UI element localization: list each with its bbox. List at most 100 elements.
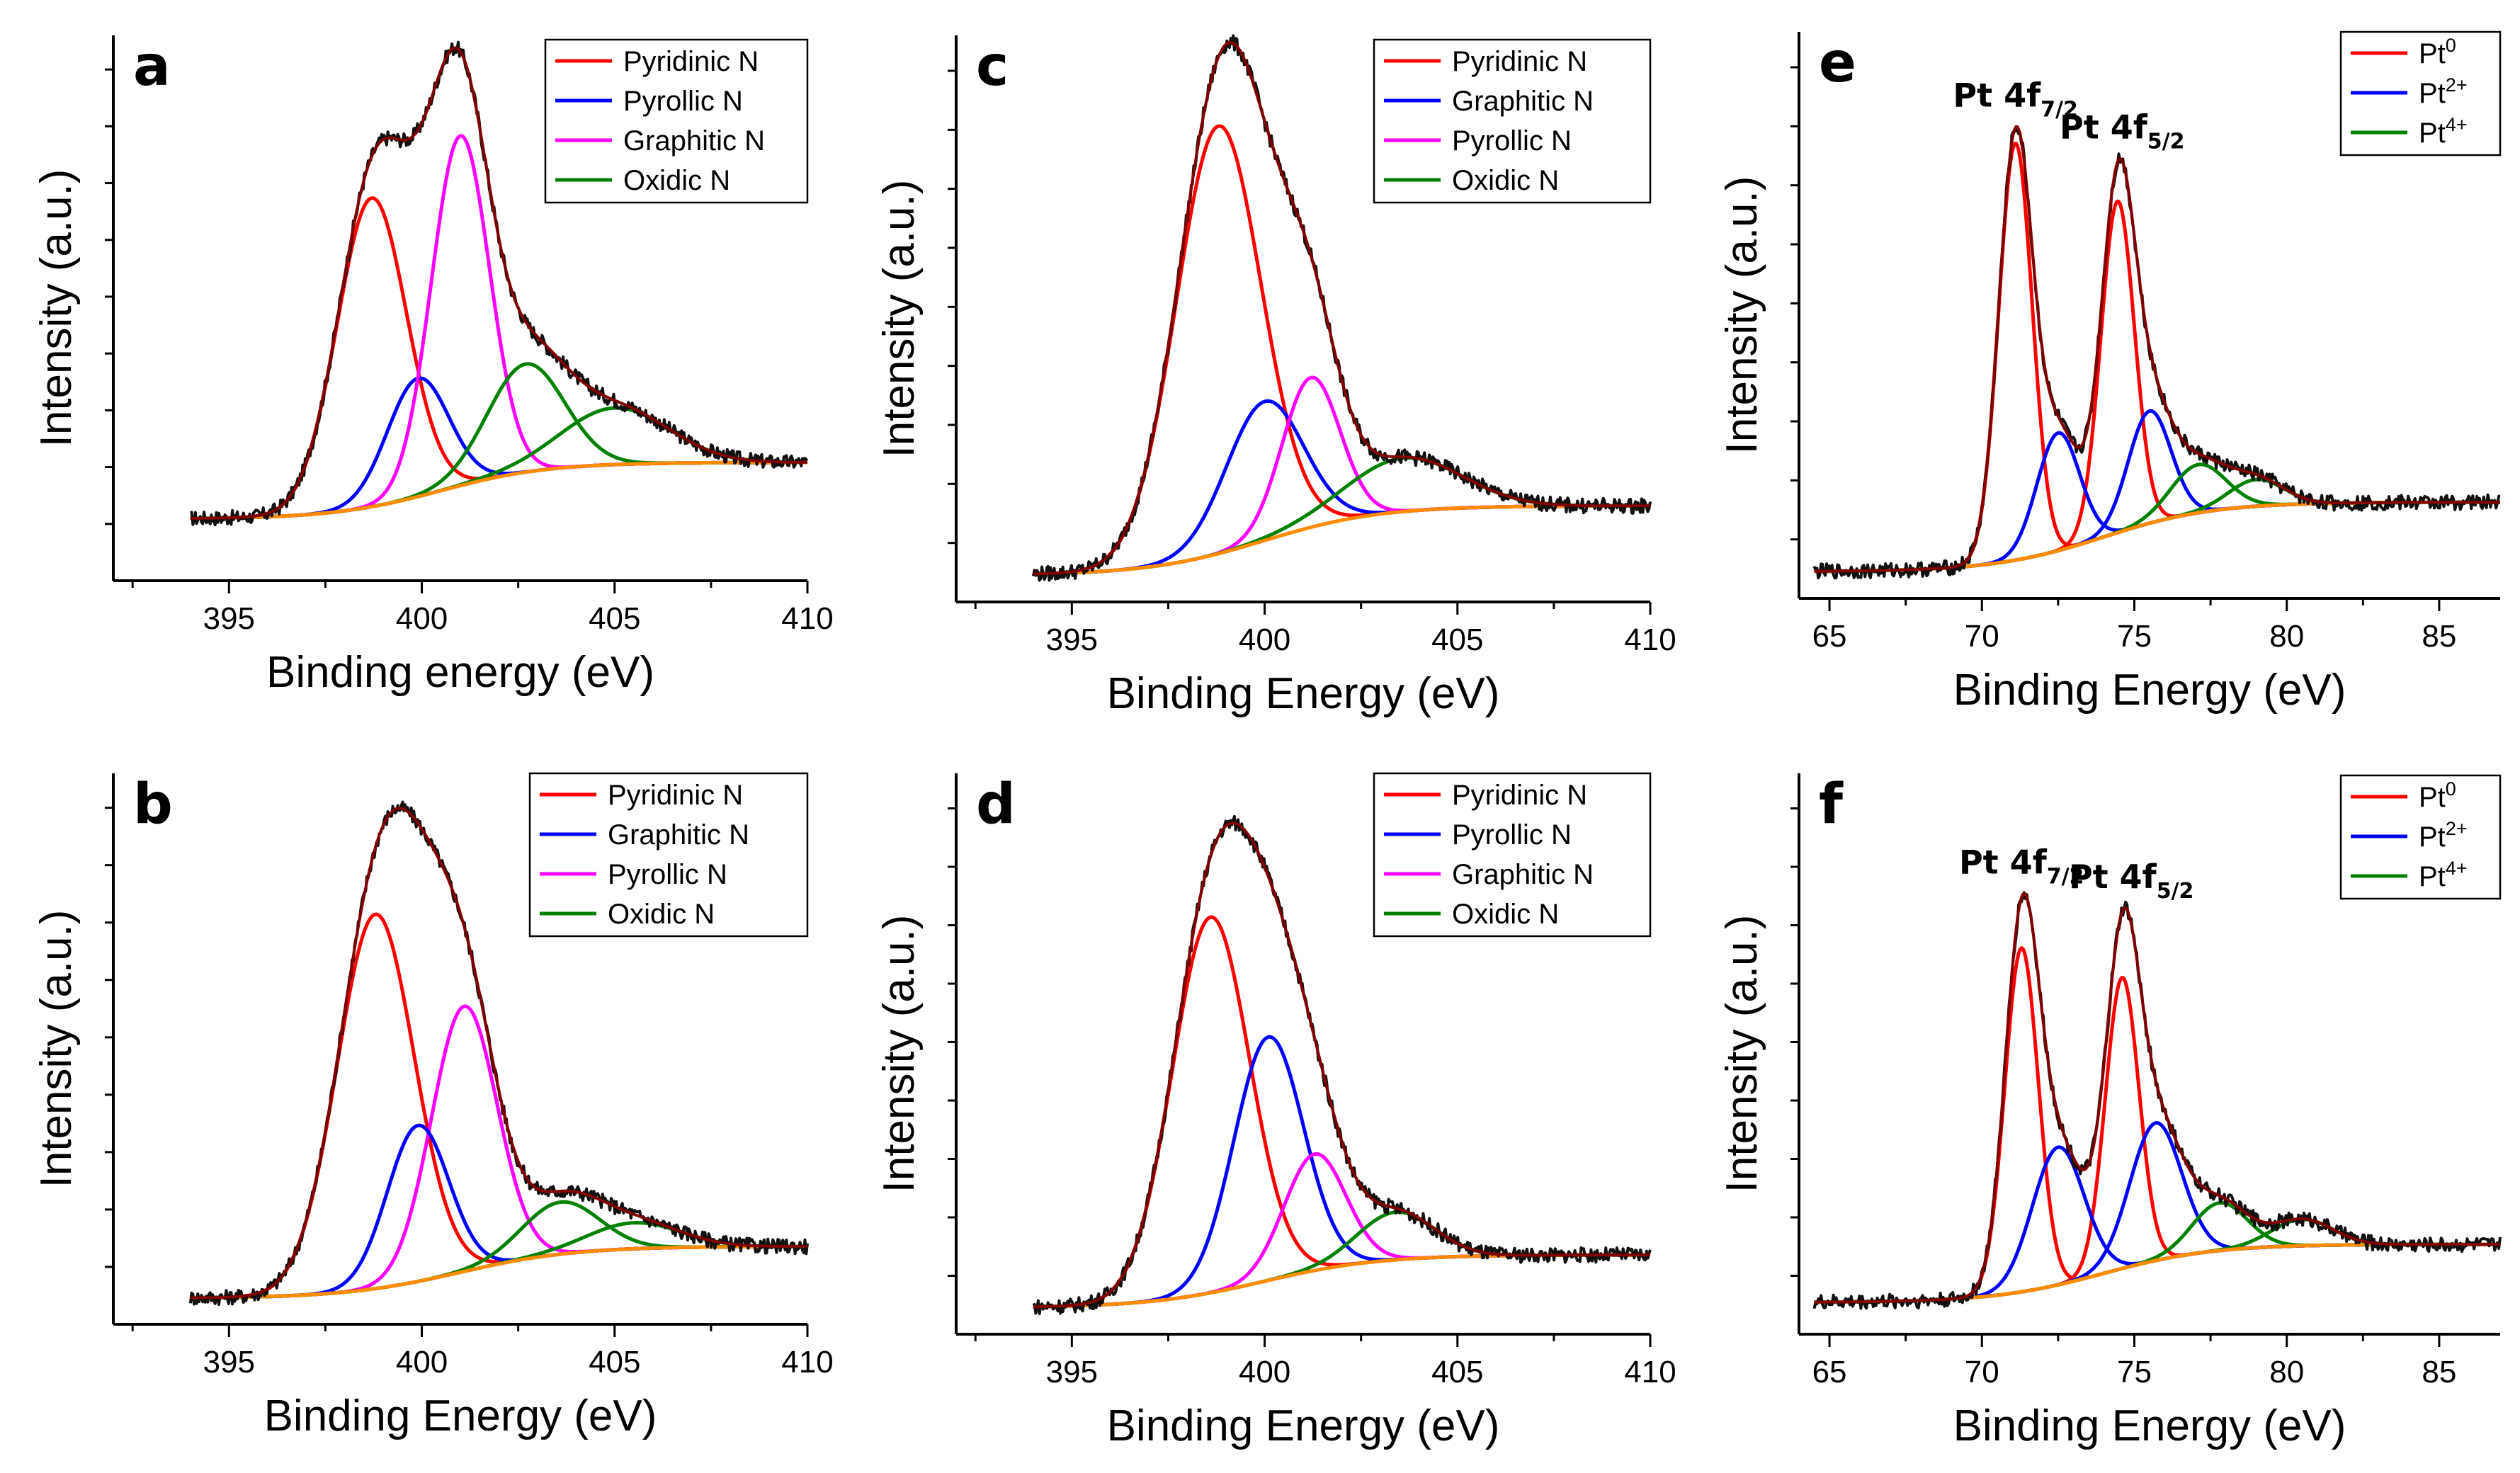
- legend-label: Oxidic N: [1452, 165, 1559, 196]
- panel-letter: c: [976, 35, 1009, 98]
- x-tick-label: 80: [2269, 1355, 2304, 1389]
- series-pyrollic-n-curve: [190, 376, 808, 521]
- x-tick-label: 65: [1812, 619, 1847, 654]
- legend-label: Graphitic N: [1452, 859, 1594, 890]
- x-tick-label: 70: [1965, 1355, 1999, 1389]
- panel-d: 395 400 405 410 Binding Energy (eV) Intensity…: [875, 772, 1676, 1450]
- background-curve: [190, 1244, 808, 1300]
- legend-label: Graphitic N: [1452, 86, 1594, 117]
- x-axis-title: Binding Energy (eV): [264, 1392, 657, 1440]
- series-pt2--curve: [1814, 409, 2501, 574]
- x-tick-label: 405: [589, 601, 640, 636]
- x-axis-title: Binding Energy (eV): [1107, 669, 1500, 718]
- fit-envelope-curve: [1814, 125, 2501, 573]
- legend-box: [544, 38, 809, 204]
- peak-label: Pt 4f7/2: [1959, 843, 2084, 889]
- panel-b: 395 400 405 410 Binding Energy (eV) Intensity…: [32, 772, 834, 1440]
- panel-f: 65 70 75 80 85 Binding Energy (eV) Intensity (…: [1718, 773, 2502, 1450]
- legend-label: Oxidic N: [623, 165, 730, 196]
- x-axis-title: Binding energy (eV): [266, 648, 654, 697]
- peak-label: Pt 4f5/2: [2060, 108, 2184, 154]
- legend-label: Pyridinic N: [608, 780, 743, 811]
- legend-label: Pt2+: [2419, 818, 2468, 853]
- panel-a: 395 400 405 410 Binding energy (eV) Intensity…: [32, 35, 834, 697]
- x-tick-label: 405: [589, 1345, 640, 1380]
- background-curve: [1033, 504, 1651, 576]
- x-tick-label: 400: [1239, 622, 1290, 657]
- x-tick-label: 405: [1431, 1355, 1483, 1389]
- raw-data-curve: [1812, 126, 2501, 580]
- fit-envelope-curve: [1033, 40, 1651, 576]
- x-axis-title: Binding Energy (eV): [1107, 1401, 1500, 1450]
- series-pt4--curve: [1814, 1201, 2501, 1304]
- x-tick-label: 395: [1046, 622, 1098, 657]
- series-pt4--curve: [1814, 477, 2501, 574]
- x-tick-label: 85: [2422, 619, 2456, 654]
- background-curve: [1814, 1242, 2501, 1304]
- legend-label: Oxidic N: [1452, 899, 1559, 930]
- background-curve: [190, 460, 808, 521]
- x-tick-label: 400: [396, 1345, 448, 1380]
- raw-data-curve: [1812, 891, 2502, 1310]
- legend-label: Graphitic N: [623, 125, 765, 157]
- y-axis-title: Intensity (a.u.): [1718, 176, 1766, 455]
- x-tick-label: 400: [396, 601, 448, 636]
- legend-label: Pyrollic N: [608, 859, 727, 890]
- y-axis-title: Intensity (a.u.): [875, 915, 924, 1193]
- y-axis-title: Intensity (a.u.): [32, 910, 81, 1188]
- series-oxidic-n-curve: [1033, 1210, 1651, 1309]
- panel-letter: d: [976, 773, 1016, 836]
- panel-letter: e: [1819, 31, 1856, 95]
- x-axis-title: Binding Energy (eV): [1953, 1401, 2346, 1450]
- legend-label: Pyridinic N: [1452, 46, 1587, 77]
- legend-label: Graphitic N: [608, 819, 749, 851]
- series-oxidic-n-curve: [190, 362, 808, 521]
- series-graphitic-n-curve: [1033, 375, 1651, 576]
- x-tick-label: 410: [1624, 622, 1676, 657]
- series-pt4--curve: [1814, 462, 2501, 574]
- legend-label: Oxidic N: [608, 899, 715, 930]
- series-graphitic-n-curve: [190, 1004, 808, 1300]
- series-pyrollic-n-curve: [1033, 399, 1651, 576]
- fit-envelope-curve: [190, 807, 808, 1299]
- legend-label: Pyridinic N: [1452, 780, 1587, 811]
- x-tick-label: 395: [1046, 1355, 1098, 1389]
- x-tick-label: 85: [2422, 1355, 2456, 1389]
- series-pt2--curve: [1814, 1121, 2501, 1304]
- peak-label: Pt 4f5/2: [2069, 858, 2193, 904]
- x-tick-label: 80: [2269, 619, 2304, 654]
- x-tick-label: 75: [2117, 619, 2152, 654]
- legend-label: Pyrollic N: [623, 86, 743, 117]
- legend-box: [1373, 772, 1652, 938]
- fit-envelope-curve: [1033, 821, 1651, 1309]
- x-tick-label: 405: [1431, 622, 1483, 657]
- legend-label: Pyrollic N: [1452, 125, 1572, 157]
- panel-c: 395 400 405 410 Binding Energy (eV) Intensity…: [875, 34, 1676, 718]
- panel-letter: a: [133, 35, 171, 98]
- series-graphitic-n-curve: [1033, 1152, 1651, 1309]
- background-curve: [1814, 500, 2501, 574]
- series-oxidic-n-curve: [1033, 456, 1651, 576]
- x-tick-label: 70: [1965, 619, 1999, 654]
- panel-e: 65 70 75 80 85 Binding Energy (eV) Intensity (…: [1718, 30, 2502, 715]
- legend-box: [1373, 38, 1652, 204]
- x-tick-label: 400: [1239, 1355, 1290, 1389]
- legend-label: Pyridinic N: [623, 46, 759, 77]
- x-tick-label: 395: [203, 1345, 255, 1380]
- fit-envelope-curve: [1814, 892, 2501, 1304]
- series-pt0-curve: [1814, 976, 2501, 1304]
- x-tick-label: 65: [1812, 1355, 1847, 1389]
- x-tick-label: 395: [203, 601, 255, 636]
- panel-letter: b: [133, 773, 173, 836]
- y-axis-title: Intensity (a.u.): [32, 169, 81, 448]
- fit-envelope-curve: [190, 46, 808, 521]
- legend-label: Pyrollic N: [1452, 819, 1572, 851]
- x-axis-title: Binding Energy (eV): [1953, 666, 2346, 715]
- x-tick-label: 410: [781, 1345, 833, 1380]
- x-tick-label: 75: [2117, 1355, 2152, 1389]
- legend-box: [528, 772, 809, 938]
- y-axis-title: Intensity (a.u.): [1718, 915, 1766, 1193]
- panel-letter: f: [1819, 773, 1844, 836]
- series-oxidic-n-curve: [190, 1200, 808, 1300]
